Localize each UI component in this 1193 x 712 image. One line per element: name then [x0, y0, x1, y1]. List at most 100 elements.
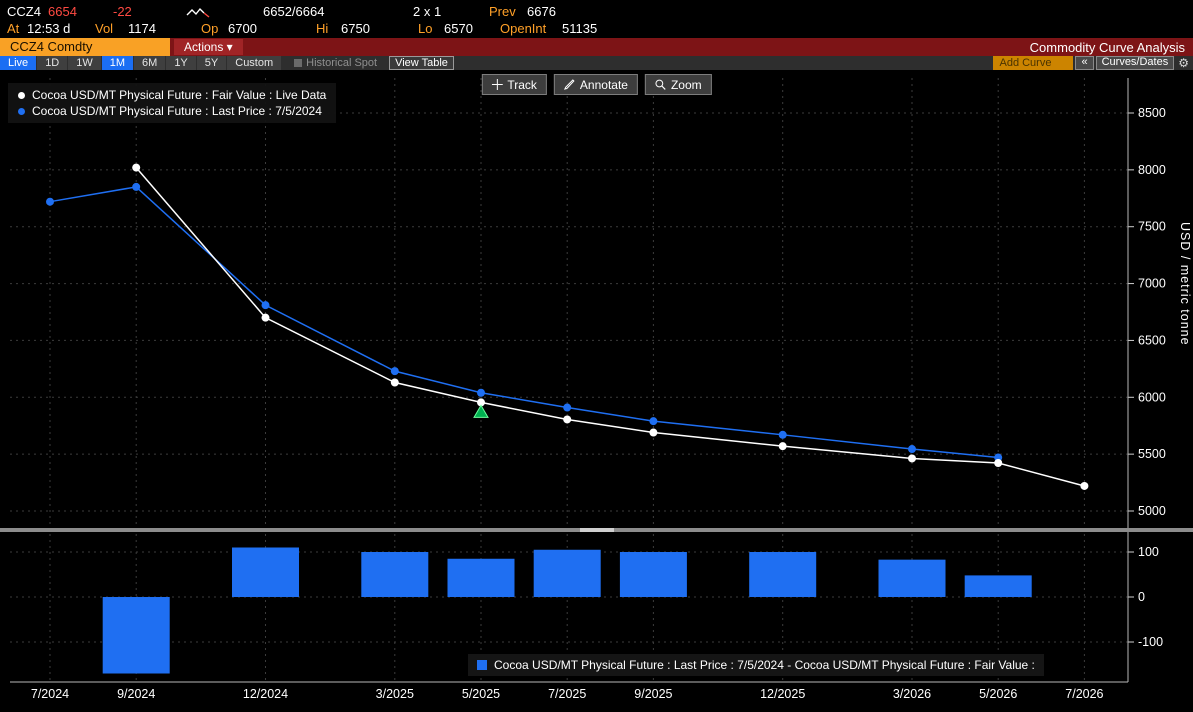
high-label: Hi — [316, 21, 329, 36]
x-axis-label: 12/2024 — [243, 687, 288, 701]
last-price-dot-icon — [18, 108, 25, 115]
historical-spot-toggle[interactable]: Historical Spot — [294, 57, 377, 69]
high-value: 6750 — [341, 21, 370, 36]
spread-bar — [102, 597, 170, 674]
x-axis-label: 9/2024 — [117, 687, 155, 701]
open-interest-label: OpenInt — [500, 21, 547, 36]
chart-tool-buttons: Track Annotate Zoom — [481, 74, 712, 95]
collapse-button[interactable]: « — [1075, 56, 1094, 70]
data-point — [261, 301, 270, 310]
data-point — [477, 388, 485, 397]
track-button[interactable]: Track — [481, 74, 547, 95]
tab-1d[interactable]: 1D — [37, 56, 68, 70]
x-axis-label: 7/2024 — [31, 687, 69, 701]
open-label: Op — [201, 21, 219, 36]
at-label: At — [7, 21, 20, 36]
data-point — [563, 415, 572, 424]
data-point — [778, 442, 787, 451]
panel-splitter[interactable] — [0, 528, 1193, 532]
data-point — [477, 398, 485, 407]
open-interest-value: 51135 — [562, 21, 598, 36]
y-axis-tick-label: 6000 — [1138, 390, 1166, 404]
data-point — [390, 367, 399, 376]
tab-5y[interactable]: 5Y — [196, 56, 227, 70]
spread-bar — [964, 575, 1032, 597]
spread-series-swatch-icon — [477, 660, 487, 670]
spread-bar — [749, 552, 817, 597]
curves-dates-button[interactable]: Curves/Dates — [1095, 56, 1175, 70]
data-point — [132, 163, 141, 172]
annotate-label: Annotate — [579, 77, 628, 92]
y-axis-tick-label: -100 — [1138, 635, 1163, 649]
splitter-handle-icon — [579, 528, 614, 532]
tab-1y[interactable]: 1Y — [166, 56, 196, 70]
vol-label: Vol — [95, 21, 114, 36]
y-axis-tick-label: 5500 — [1138, 447, 1166, 461]
annotate-button[interactable]: Annotate — [553, 74, 638, 95]
y-axis-tick-label: 6500 — [1138, 333, 1166, 347]
y-axis-tick-label: 8000 — [1138, 163, 1166, 177]
add-curve-input[interactable]: Add Curve — [993, 56, 1074, 70]
legend-item-last-price: Cocoa USD/MT Physical Future : Last Pric… — [18, 103, 326, 119]
sparkline-icon — [186, 6, 212, 22]
data-point — [649, 428, 658, 437]
prev-value: 6676 — [527, 4, 556, 19]
y-axis-tick-label: 7500 — [1138, 220, 1166, 234]
data-point — [390, 378, 399, 387]
spread-bar — [878, 559, 946, 597]
low-value: 6570 — [444, 21, 473, 36]
x-axis-label: 7/2026 — [1065, 687, 1103, 701]
y-axis-tick-label: 100 — [1138, 545, 1159, 559]
zoom-button[interactable]: Zoom — [644, 74, 712, 95]
toolbar: Live 1D 1W 1M 6M 1Y 5Y Custom Historical… — [0, 56, 1193, 70]
curve-chart-area: 7/2024 9/2024 12/2024 3/2025 5/2025 7/2025 9/2… — [0, 70, 1193, 709]
legend-item-fair-value: Cocoa USD/MT Physical Future : Fair Valu… — [18, 87, 326, 103]
historical-spot-label: Historical Spot — [306, 57, 378, 69]
y-axis-title: USD / metric tonne — [1178, 222, 1192, 346]
data-point — [261, 313, 270, 322]
tab-6m[interactable]: 6M — [134, 56, 166, 70]
data-point — [994, 459, 1003, 468]
curve-chart[interactable]: 7/2024 9/2024 12/2024 3/2025 5/2025 7/2025 9/2… — [0, 70, 1193, 709]
track-crosshair-icon — [491, 79, 503, 90]
lot-size: 2 x 1 — [413, 4, 442, 19]
data-point — [46, 197, 54, 206]
data-point — [908, 445, 916, 454]
tab-1w[interactable]: 1W — [68, 56, 101, 70]
highlight-triangle-marker — [473, 404, 489, 418]
series-line — [49, 186, 999, 459]
spread-legend: Cocoa USD/MT Physical Future : Last Pric… — [468, 654, 1044, 676]
gear-icon[interactable]: ⚙ — [1178, 56, 1189, 70]
data-point — [1080, 481, 1089, 490]
legend-last-price-label: Cocoa USD/MT Physical Future : Last Pric… — [32, 104, 322, 118]
x-axis-label: 12/2025 — [760, 687, 805, 701]
x-axis-label: 3/2025 — [376, 687, 414, 701]
data-point — [908, 454, 916, 463]
legend-fair-value-label: Cocoa USD/MT Physical Future : Fair Valu… — [32, 88, 327, 102]
spread-bar — [619, 552, 687, 597]
annotate-pencil-icon — [563, 79, 575, 90]
function-title-bar: CCZ4 Comdty Actions ▾ Commodity Curve An… — [0, 38, 1193, 56]
series-line — [135, 167, 1085, 487]
prev-label: Prev — [489, 4, 516, 19]
spread-legend-label: Cocoa USD/MT Physical Future : Last Pric… — [494, 658, 1035, 672]
ticker: CCZ4 — [7, 4, 41, 19]
x-axis-label: 3/2026 — [893, 687, 931, 701]
x-axis-label: 9/2025 — [634, 687, 672, 701]
view-table-button[interactable]: View Table — [389, 56, 454, 70]
quote-bar: CCZ4 6654 -22 6652/6664 2 x 1 Prev 6676 … — [0, 0, 1193, 38]
security-ticker-box[interactable]: CCZ4 Comdty — [0, 38, 170, 56]
checkbox-icon — [294, 59, 303, 67]
x-axis-label: 7/2025 — [548, 687, 586, 701]
zoom-label: Zoom — [670, 77, 702, 92]
tab-1m[interactable]: 1M — [101, 56, 134, 70]
tab-live[interactable]: Live — [0, 56, 37, 70]
tab-custom[interactable]: Custom — [227, 56, 282, 70]
data-point — [563, 403, 572, 412]
actions-menu-button[interactable]: Actions ▾ — [174, 39, 243, 55]
fair-value-dot-icon — [18, 92, 25, 99]
price-change: -22 — [113, 4, 132, 19]
y-axis-tick-label: 7000 — [1138, 277, 1166, 291]
track-label: Track — [507, 77, 537, 92]
